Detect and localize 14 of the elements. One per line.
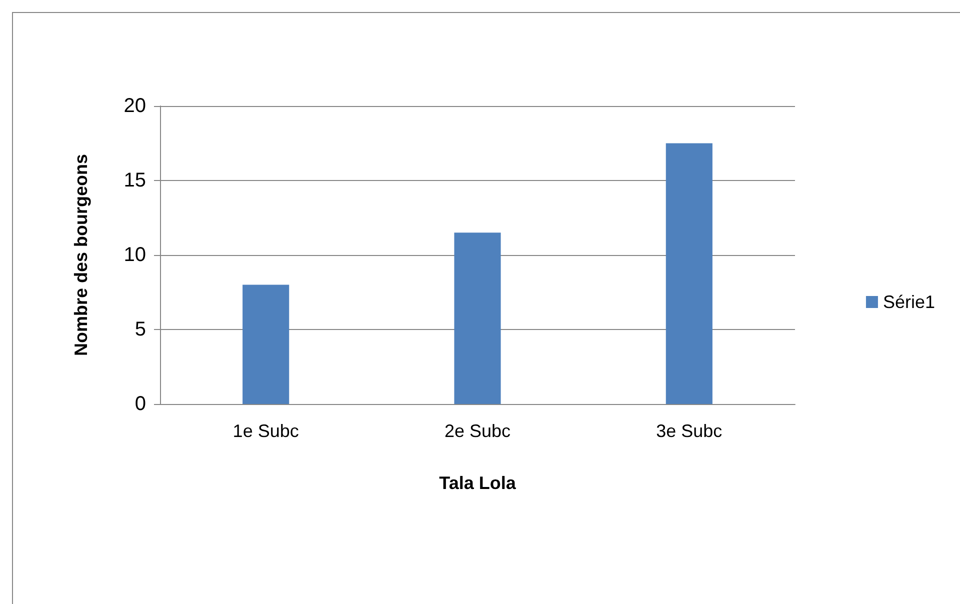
bar xyxy=(242,284,290,404)
x-tick-label: 1e Subc xyxy=(232,421,299,441)
y-tick-label: 5 xyxy=(134,318,146,340)
y-tick-label: 10 xyxy=(124,244,146,266)
x-axis-title: Tala Lola xyxy=(439,473,517,493)
legend-label: Série1 xyxy=(882,292,935,312)
y-tick-label: 0 xyxy=(134,393,146,415)
x-tick-label: 2e Subc xyxy=(444,421,511,441)
y-axis-title: Nombre des bourgeons xyxy=(71,154,91,356)
y-tick-label: 20 xyxy=(124,95,146,117)
x-tick-label: 3e Subc xyxy=(656,421,722,441)
y-tick-label: 15 xyxy=(124,170,146,192)
bar xyxy=(666,143,712,404)
bar xyxy=(454,232,501,404)
